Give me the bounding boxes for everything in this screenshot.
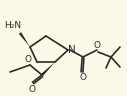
Text: O: O [93, 41, 100, 50]
Text: O: O [80, 74, 86, 82]
Polygon shape [19, 32, 30, 47]
Polygon shape [41, 62, 55, 76]
Text: O: O [28, 84, 36, 94]
Text: N: N [68, 45, 76, 55]
Text: O: O [25, 55, 31, 65]
Text: H₂N: H₂N [4, 22, 22, 31]
